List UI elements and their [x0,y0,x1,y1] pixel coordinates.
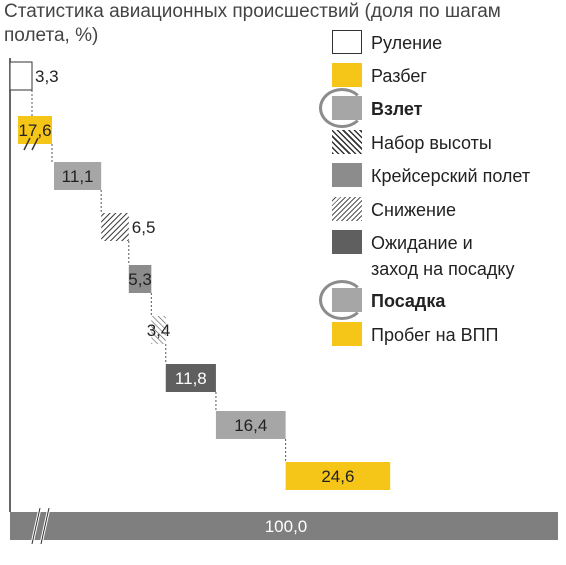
legend-swatch [332,197,362,221]
legend-label: Руление [371,33,443,53]
bar [285,462,391,490]
legend-label: Взлет [371,99,423,119]
axis-break-mark [31,137,39,151]
legend-label: Крейсерский полет [371,166,531,186]
bar-label: 6,5 [132,218,156,237]
legend-item: Набор высоты [332,130,492,156]
legend-item: Ожидание и заход на посадку [332,230,514,279]
legend-swatch [332,322,362,346]
bar-label: 11,8 [175,369,207,388]
axis-break-mark [40,507,50,545]
bar-label: 16,4 [234,416,267,435]
legend-swatch [332,163,362,187]
legend-item: Руление [332,30,442,56]
legend-item: Пробег на ВПП [332,322,498,348]
legend-item: Снижение [332,197,456,223]
legend-label: Разбег [371,66,427,86]
legend-label: Посадка [371,291,446,311]
legend-swatch [332,130,362,154]
bar [165,364,216,392]
bar [215,411,286,439]
bar-label: 24,6 [321,467,354,486]
legend-item: Разбег [332,63,427,89]
highlight-circle [319,88,365,128]
bar-label: 11,1 [62,167,94,186]
legend-label: Пробег на ВПП [371,325,499,345]
bar [151,316,166,344]
bar-label: 3,4 [147,321,171,340]
bar [54,162,102,190]
axis-break-mark [31,507,41,545]
bar-label: 5,3 [128,270,152,289]
legend-swatch [332,63,362,87]
axis-break-mark [23,137,31,151]
bar [9,61,33,91]
total-bar [10,512,558,540]
legend-item: Крейсерский полет [332,163,530,189]
highlight-circle [319,280,365,320]
bar [128,265,152,293]
bar-label: 17,6 [18,121,51,140]
total-bar-label: 100,0 [265,517,308,536]
legend-label: Набор высоты [371,133,492,153]
legend-swatch [332,30,362,54]
bar-label: 3,3 [35,67,59,86]
legend-label: Ожидание и заход на посадку [371,233,515,279]
bar [18,116,52,144]
legend-swatch [332,230,362,254]
chart-title: Статистика авиационных происшествий (дол… [4,1,501,46]
legend-label: Снижение [371,200,457,220]
bar [101,213,129,241]
